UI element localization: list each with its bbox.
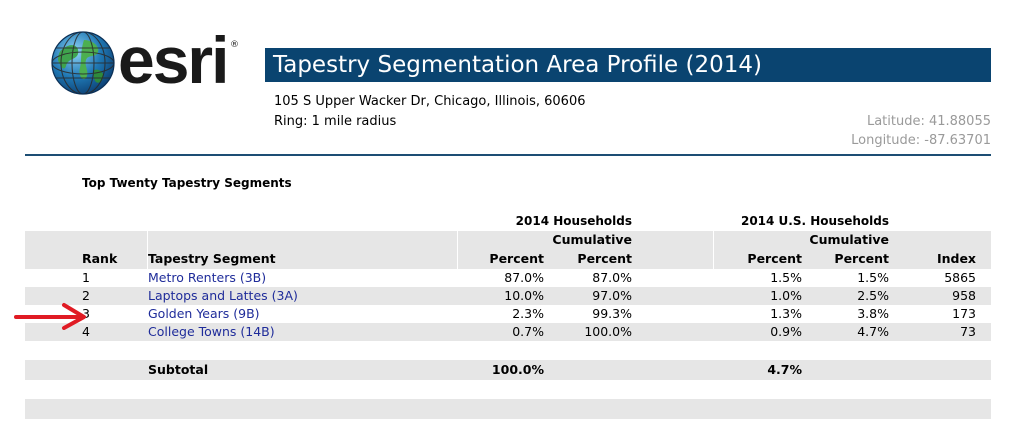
table-row: 1 Metro Renters (3B) 87.0% 87.0% 1.5% 1.… (25, 269, 991, 287)
header-percent-1: Percent (489, 251, 544, 266)
cell-cum-percent-2: 2.5% (857, 288, 889, 303)
cell-index: 173 (952, 306, 976, 321)
section-title: Top Twenty Tapestry Segments (82, 176, 292, 190)
cell-index: 73 (960, 324, 976, 339)
segment-link-college-towns[interactable]: College Towns (14B) (148, 324, 275, 339)
subtotal-label: Subtotal (148, 362, 209, 377)
cell-cum-percent-2: 4.7% (857, 324, 889, 339)
registered-mark: ® (230, 40, 239, 50)
cell-index: 5865 (944, 270, 976, 285)
cell-cum-percent-1: 97.0% (592, 288, 632, 303)
subtotal-band (25, 360, 991, 380)
cell-percent-2: 1.3% (770, 306, 802, 321)
header-percent-2: Percent (747, 251, 802, 266)
cell-cum-percent-1: 99.3% (592, 306, 632, 321)
header-index: Index (936, 251, 976, 266)
cell-rank: 3 (82, 306, 90, 321)
header-cum-percent-2: Percent (834, 251, 889, 266)
cell-cum-percent-1: 87.0% (592, 270, 632, 285)
table-row: 2 Laptops and Lattes (3A) 10.0% 97.0% 1.… (25, 287, 991, 305)
segment-link-golden-years[interactable]: Golden Years (9B) (148, 306, 260, 321)
row-band (25, 287, 991, 305)
row-band (25, 323, 991, 341)
report-address: 105 S Upper Wacker Dr, Chicago, Illinois… (274, 94, 586, 109)
logo-wordmark: esri (118, 23, 229, 97)
cell-index: 958 (952, 288, 976, 303)
header-segment: Tapestry Segment (148, 251, 276, 266)
col-divider (713, 231, 714, 269)
cell-rank: 2 (82, 288, 90, 303)
empty-band (25, 399, 991, 419)
cell-percent-2: 1.5% (770, 270, 802, 285)
esri-logo: esri ® (50, 23, 250, 97)
cell-percent-1: 0.7% (512, 324, 544, 339)
cell-percent-2: 0.9% (770, 324, 802, 339)
header-cum-percent-1: Percent (577, 251, 632, 266)
report-latitude: Latitude: 41.88055 (866, 114, 991, 129)
cell-percent-2: 1.0% (770, 288, 802, 303)
report-title: Tapestry Segmentation Area Profile (2014… (265, 48, 991, 82)
report-longitude: Longitude: -87.63701 (851, 133, 991, 148)
col-divider (147, 231, 148, 269)
header-cumulative-2: Cumulative (809, 232, 889, 247)
header-divider (25, 154, 991, 156)
segment-link-metro-renters[interactable]: Metro Renters (3B) (148, 270, 267, 285)
subtotal-percent-2: 4.7% (767, 362, 802, 377)
header-cumulative-1: Cumulative (552, 232, 632, 247)
table-header-band (25, 231, 991, 269)
cell-cum-percent-2: 1.5% (857, 270, 889, 285)
subtotal-row: Subtotal 100.0% 4.7% (25, 361, 991, 379)
globe-icon (51, 31, 115, 95)
group-2014-households: 2014 Households (515, 214, 632, 228)
group-us-households: 2014 U.S. Households (740, 214, 889, 228)
arrow-right-icon (14, 303, 86, 330)
segment-link-laptops-and-lattes[interactable]: Laptops and Lattes (3A) (148, 288, 298, 303)
table-row: 3 Golden Years (9B) 2.3% 99.3% 1.3% 3.8%… (25, 305, 991, 323)
cell-rank: 4 (82, 324, 90, 339)
cell-percent-1: 2.3% (512, 306, 544, 321)
cell-cum-percent-1: 100.0% (584, 324, 632, 339)
cell-percent-1: 87.0% (504, 270, 544, 285)
report-ring: Ring: 1 mile radius (274, 114, 397, 129)
table-row: 4 College Towns (14B) 0.7% 100.0% 0.9% 4… (25, 323, 991, 341)
col-divider (457, 231, 458, 269)
cell-rank: 1 (82, 270, 90, 285)
cell-percent-1: 10.0% (504, 288, 544, 303)
cell-cum-percent-2: 3.8% (857, 306, 889, 321)
header-rank: Rank (82, 251, 118, 266)
subtotal-percent-1: 100.0% (491, 362, 544, 377)
